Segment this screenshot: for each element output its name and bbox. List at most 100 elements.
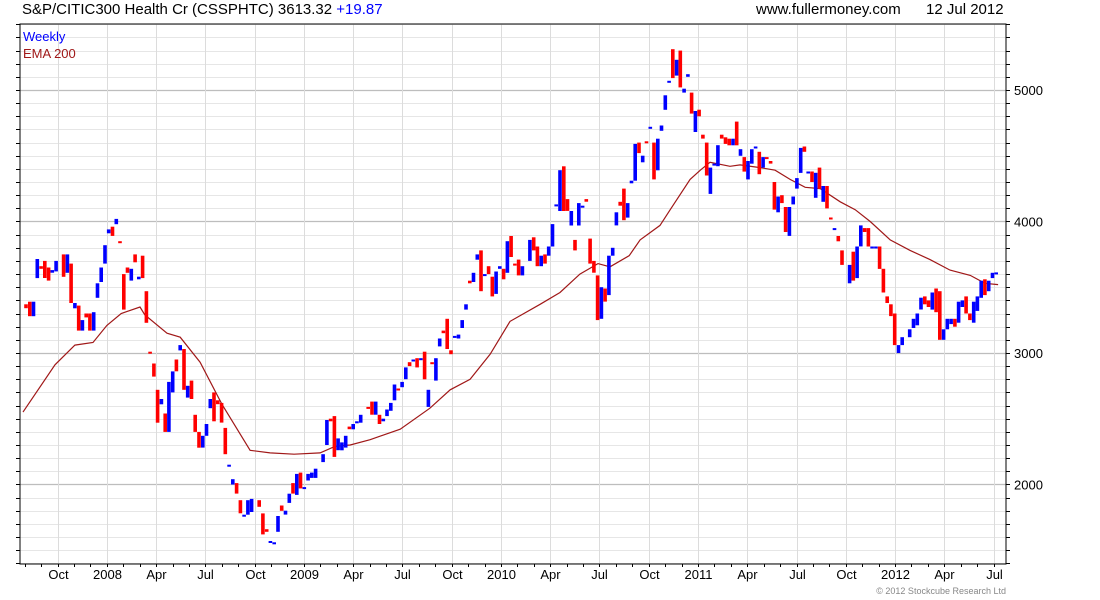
candle-down	[189, 380, 194, 399]
candle-up	[708, 167, 713, 194]
candle-up	[746, 161, 750, 180]
candle-up	[971, 301, 976, 323]
candle-down	[671, 49, 675, 79]
candle-down	[396, 388, 401, 391]
candle-up	[310, 472, 314, 478]
candle-up	[464, 304, 468, 310]
candle-down	[810, 171, 814, 182]
candle-down	[584, 199, 589, 202]
candle-down	[964, 296, 968, 314]
site-link[interactable]: www.fullermoney.com	[756, 1, 901, 18]
candle-up	[249, 498, 254, 512]
candle-up	[272, 542, 276, 545]
candle-up	[498, 266, 502, 269]
x-tick-label: Jul	[789, 567, 806, 582]
candle-up	[674, 59, 679, 76]
candle-up	[483, 274, 487, 277]
candle-up	[373, 401, 378, 415]
candle-down	[486, 266, 491, 275]
x-tick-label: 2010	[487, 567, 516, 582]
candle-up	[659, 125, 664, 131]
candle-up	[343, 435, 348, 448]
x-tick-label: Apr	[146, 567, 167, 582]
candle-up	[599, 287, 604, 319]
candle-down	[509, 236, 513, 257]
candle-up	[227, 464, 231, 467]
candle-down	[479, 250, 483, 292]
title-text: S&P/CITIC300 Health Cr (CSSPHTC) 3613.32	[22, 1, 333, 18]
candle-down	[279, 505, 284, 511]
candle-up	[870, 246, 874, 249]
candle-up	[577, 203, 581, 226]
x-tick-label: Oct	[48, 567, 69, 582]
x-tick-label: Oct	[245, 567, 266, 582]
candle-down	[61, 254, 66, 277]
candle-down	[264, 529, 269, 532]
candle-down	[219, 402, 224, 423]
candle-up	[663, 95, 668, 110]
candle-down	[968, 313, 972, 321]
candle-up	[91, 312, 96, 331]
candle-up	[404, 367, 408, 380]
chart-title: S&P/CITIC300 Health Cr (CSSPHTC) 3613.32…	[22, 0, 383, 20]
candle-down	[780, 195, 784, 204]
candle-down	[689, 92, 694, 114]
candle-down	[257, 500, 261, 507]
candle-down	[513, 263, 517, 266]
candle-up	[979, 280, 983, 298]
candle-up	[505, 241, 510, 273]
candle-up	[437, 338, 442, 347]
candle-down	[768, 161, 773, 164]
candle-down	[148, 351, 152, 354]
candle-down	[125, 267, 130, 273]
candle-up	[986, 280, 991, 292]
candle-up	[456, 334, 461, 339]
candle-up	[648, 126, 653, 129]
candle-up	[54, 260, 58, 272]
candle-down	[573, 239, 577, 251]
change-value: +19.87	[336, 1, 383, 18]
candle-down	[516, 259, 521, 276]
candle-down	[490, 276, 495, 297]
candle-up	[693, 111, 698, 132]
candle-up	[287, 493, 292, 503]
candle-down	[866, 228, 871, 247]
candle-up	[268, 541, 273, 543]
candle-up	[73, 303, 77, 309]
candle-down	[881, 268, 886, 293]
candle-down	[592, 260, 596, 273]
candle-down	[174, 359, 179, 372]
candle-down	[923, 296, 927, 305]
candle-up	[167, 381, 171, 432]
candle-up	[776, 196, 780, 213]
candle-up	[419, 358, 423, 361]
candle-up	[558, 170, 562, 211]
candle-up	[528, 239, 532, 261]
candle-down	[445, 318, 449, 349]
candle-down	[118, 241, 122, 244]
candle-up	[610, 247, 615, 256]
candle-down	[28, 301, 32, 317]
candle-up	[65, 254, 70, 273]
candle-up	[520, 266, 525, 276]
candle-up	[295, 473, 299, 495]
candle-up	[945, 318, 950, 330]
candle-down	[76, 305, 81, 331]
x-tick-label: 2011	[685, 567, 713, 582]
y-tick-label: 2000	[1014, 477, 1043, 492]
candle-up	[35, 259, 40, 279]
candle-down	[802, 146, 807, 152]
candle-up	[614, 212, 619, 226]
candle-up	[201, 435, 205, 448]
candle-down	[889, 304, 893, 317]
candle-up	[313, 468, 318, 478]
candle-down	[430, 362, 434, 365]
candle-up	[806, 171, 810, 174]
candle-up	[204, 424, 209, 436]
x-tick-label: 2008	[93, 567, 122, 582]
candle-up	[731, 138, 735, 146]
candle-up	[919, 297, 923, 310]
candle-down	[595, 275, 600, 321]
candle-down	[332, 416, 337, 457]
candle-up	[114, 218, 119, 225]
